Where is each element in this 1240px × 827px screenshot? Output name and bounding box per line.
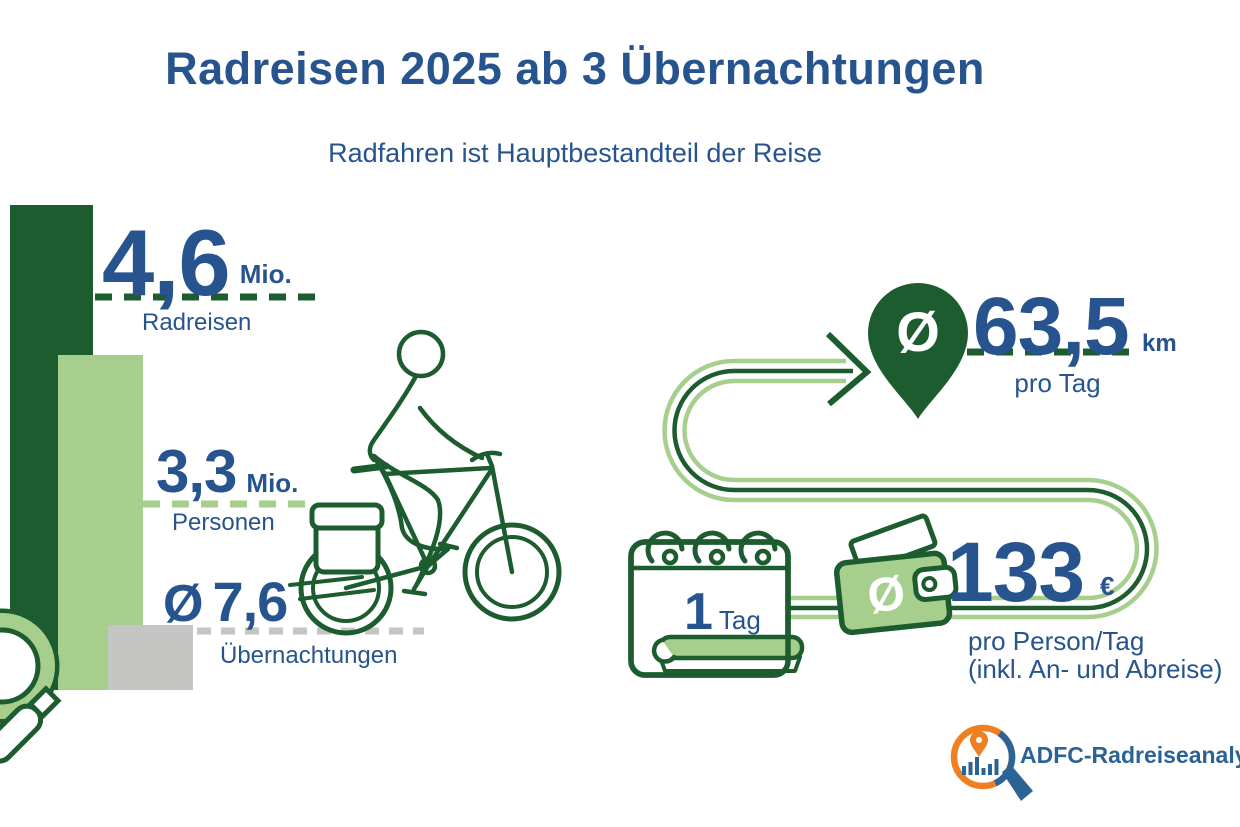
route-edge-bottom: [682, 378, 1159, 620]
distance-label: pro Tag: [1014, 368, 1101, 398]
bicycle-rider-icon: [288, 329, 562, 636]
personen-label: Personen: [172, 509, 275, 536]
radreisen-value: 4,6: [102, 210, 231, 315]
personen-unit: Mio.: [246, 468, 299, 498]
route-center-line: [672, 368, 1150, 611]
logo-text: ADFC-Radreiseanalyse: [1020, 742, 1240, 768]
distance-unit: km: [1142, 330, 1177, 357]
uebernachtungen-avg-symbol: Ø: [163, 575, 203, 633]
route-path: [662, 331, 1159, 620]
wallet-icon: Ø: [833, 513, 959, 636]
uebernachtungen-label: Übernachtungen: [220, 642, 398, 669]
cost-unit: €: [1100, 571, 1115, 601]
bar-uebernachtungen: [108, 625, 193, 690]
stat-uebernachtungen: Ø 7,6: [163, 570, 288, 633]
route-edge-top: [662, 358, 1140, 601]
stat-personen: 3,3 Mio.: [156, 442, 298, 502]
calendar-icon: [628, 530, 805, 678]
logo-handle: [1002, 765, 1033, 801]
calendar-day-stat: 1 Tag: [684, 586, 761, 638]
radreisen-label: Radreisen: [142, 309, 252, 336]
radreisen-unit: Mio.: [239, 259, 292, 289]
page-title: Radreisen 2025 ab 3 Übernachtungen: [165, 43, 985, 94]
page-subtitle: Radfahren ist Hauptbestandteil der Reise: [328, 138, 822, 168]
distance-value: 63,5: [973, 281, 1130, 372]
bar-chart: [10, 205, 424, 690]
day-unit: Tag: [718, 605, 761, 635]
cost-sublabel: (inkl. An- und Abreise): [968, 654, 1223, 684]
cost-value: 133: [947, 525, 1085, 619]
stat-radreisen: 4,6 Mio.: [102, 216, 292, 310]
logo-pin-icon: [970, 731, 988, 757]
logo-bars-icon: [962, 757, 999, 775]
day-value: 1: [684, 583, 713, 641]
average-symbol-distance: Ø: [896, 300, 940, 363]
magnifier-icon: [0, 608, 62, 764]
cost-label: pro Person/Tag: [968, 626, 1145, 656]
personen-value: 3,3: [156, 438, 237, 505]
uebernachtungen-value: 7,6: [212, 570, 288, 633]
map-pin-icon: Ø: [868, 283, 968, 419]
logo-magnifier-icon: [950, 724, 1033, 801]
average-symbol-cost: Ø: [865, 567, 908, 624]
arrow-icon: [825, 331, 872, 407]
